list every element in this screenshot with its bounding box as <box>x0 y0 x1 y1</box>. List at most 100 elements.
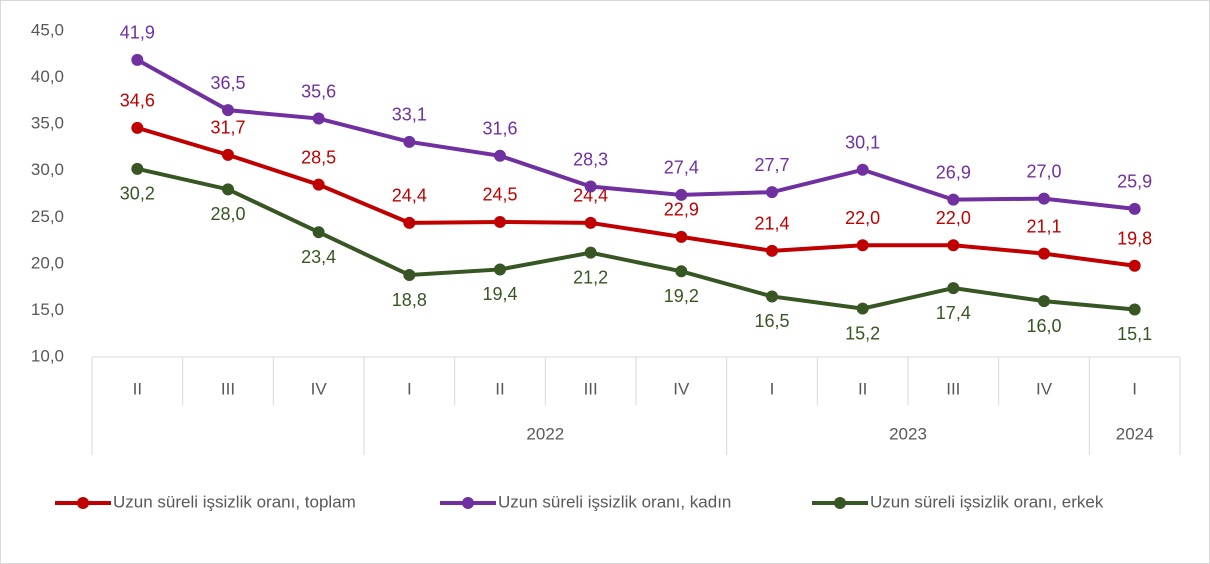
data-label: 19,8 <box>1117 228 1152 248</box>
data-point <box>1038 247 1050 260</box>
data-label: 23,4 <box>301 247 336 267</box>
data-label: 16,0 <box>1026 316 1061 336</box>
data-point <box>856 239 869 252</box>
legend-label: Uzun süreli işsizlik oranı, erkek <box>870 492 1104 511</box>
data-label: 24,4 <box>392 186 427 206</box>
data-label: 16,5 <box>754 311 789 331</box>
data-label: 27,0 <box>1026 161 1061 181</box>
x-tick-label: II <box>858 379 867 398</box>
data-point <box>1038 295 1050 308</box>
data-point <box>494 215 506 228</box>
legend-marker <box>834 497 846 509</box>
data-point <box>856 302 869 315</box>
data-point <box>131 53 144 66</box>
data-point <box>222 148 234 161</box>
y-tick-label: 10,0 <box>31 346 64 365</box>
data-label: 19,2 <box>664 286 699 306</box>
y-tick-label: 45,0 <box>31 20 64 39</box>
series-line <box>136 166 1135 312</box>
x-tick-label: I <box>407 379 412 398</box>
data-point <box>312 226 325 239</box>
x-tick-label: IV <box>311 379 328 398</box>
data-label: 19,4 <box>482 284 517 304</box>
data-point <box>222 183 234 196</box>
data-label: 28,3 <box>573 149 608 169</box>
y-tick-label: 40,0 <box>31 67 64 86</box>
data-label: 22,0 <box>845 208 880 228</box>
data-label: 25,9 <box>1117 172 1152 192</box>
data-label: 27,7 <box>754 155 789 175</box>
data-label: 28,0 <box>210 204 245 224</box>
data-point <box>766 290 778 303</box>
group-label: 2024 <box>1116 424 1154 443</box>
data-point <box>1128 202 1141 215</box>
data-label: 17,4 <box>936 303 971 323</box>
data-label: 28,5 <box>301 147 336 167</box>
x-tick-label: IV <box>1036 379 1053 398</box>
data-point <box>131 121 144 134</box>
data-point <box>1128 303 1141 316</box>
data-point <box>222 104 234 117</box>
series-line <box>136 125 1135 268</box>
data-point <box>766 186 778 199</box>
data-point <box>947 239 960 252</box>
data-point <box>403 269 416 282</box>
group-label: 2022 <box>526 424 564 443</box>
data-label: 15,1 <box>1117 324 1152 344</box>
y-tick-label: 25,0 <box>31 207 64 226</box>
data-point <box>675 188 688 201</box>
data-point <box>1038 192 1050 205</box>
series-line <box>136 58 1135 211</box>
data-label: 22,0 <box>936 208 971 228</box>
data-point <box>584 246 597 259</box>
data-point <box>584 216 597 229</box>
legend-label: Uzun süreli işsizlik oranı, toplam <box>113 492 356 511</box>
data-point <box>1128 259 1141 272</box>
data-label: 21,4 <box>754 214 789 234</box>
x-tick-label: III <box>221 379 235 398</box>
data-point <box>494 263 506 276</box>
y-tick-label: 30,0 <box>31 160 64 179</box>
group-label: 2023 <box>889 424 927 443</box>
data-point <box>494 149 506 162</box>
data-label: 33,1 <box>392 105 427 125</box>
x-tick-label: III <box>946 379 960 398</box>
data-label: 21,1 <box>1026 216 1061 236</box>
x-tick-label: II <box>495 379 504 398</box>
x-tick-label: IV <box>673 379 690 398</box>
data-label: 31,7 <box>210 118 245 138</box>
x-tick-label: I <box>770 379 775 398</box>
data-point <box>675 265 688 278</box>
data-point <box>312 112 325 125</box>
data-label: 30,1 <box>845 133 880 153</box>
data-label: 26,9 <box>936 162 971 182</box>
y-tick-label: 35,0 <box>31 114 64 133</box>
data-point <box>312 178 325 191</box>
data-label: 41,9 <box>120 23 155 43</box>
y-tick-label: 20,0 <box>31 253 64 272</box>
data-point <box>947 193 960 206</box>
data-label: 35,6 <box>301 81 336 101</box>
data-point <box>403 216 416 229</box>
data-label: 15,2 <box>845 323 880 343</box>
x-tick-label: III <box>584 379 598 398</box>
data-label: 34,6 <box>120 91 155 111</box>
data-label: 21,2 <box>573 267 608 287</box>
legend-marker <box>77 497 89 509</box>
data-label: 31,6 <box>482 119 517 139</box>
data-point <box>584 180 597 193</box>
data-label: 30,2 <box>120 184 155 204</box>
data-point <box>947 282 960 295</box>
data-label: 22,9 <box>664 200 699 220</box>
data-label: 36,5 <box>210 73 245 93</box>
data-point <box>403 135 416 148</box>
data-label: 24,5 <box>482 185 517 205</box>
legend-marker <box>462 497 474 509</box>
data-point <box>675 230 688 243</box>
y-tick-label: 15,0 <box>31 300 64 319</box>
data-point <box>131 162 144 175</box>
legend-label: Uzun süreli işsizlik oranı, kadın <box>498 492 731 511</box>
data-label: 18,8 <box>392 290 427 310</box>
data-point <box>856 163 869 176</box>
